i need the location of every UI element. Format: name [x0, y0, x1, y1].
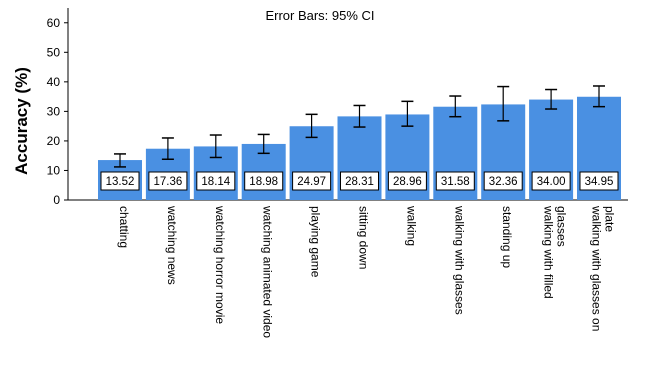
y-tick-label: 0: [53, 193, 60, 207]
y-tick-label: 40: [47, 75, 61, 89]
data-label: 17.36: [154, 176, 183, 188]
data-label: 18.98: [249, 176, 278, 188]
data-label: 34.95: [585, 176, 614, 188]
category-label-line: plate: [603, 206, 617, 232]
category-label-line: walking with glasses: [452, 205, 466, 315]
category-label-line: watching animated video: [261, 205, 275, 338]
data-label: 28.96: [393, 176, 422, 188]
y-tick-label: 20: [47, 134, 61, 148]
category-label: walking: [404, 205, 418, 246]
data-label-box: [435, 171, 475, 191]
y-axis-label: Accuracy (%): [12, 67, 31, 175]
category-label-line: playing game: [309, 206, 323, 278]
category-label: walking with filledglasses: [542, 205, 569, 299]
category-label-line: chatting: [117, 206, 131, 248]
data-label: 31.58: [441, 176, 470, 188]
category-label-line: watching news: [165, 205, 179, 285]
category-label: sitting down: [357, 206, 371, 269]
category-label: watching news: [165, 205, 179, 285]
y-tick-label: 50: [47, 45, 61, 59]
data-label-box: [531, 171, 571, 191]
category-label-line: standing up: [500, 206, 514, 268]
data-label-box: [244, 171, 284, 191]
y-tick-label: 60: [47, 16, 61, 30]
data-label: 32.36: [489, 176, 518, 188]
data-label-box: [579, 171, 619, 191]
y-tick-label: 10: [47, 163, 61, 177]
data-label: 18.14: [201, 176, 230, 188]
category-label: playing game: [309, 206, 323, 278]
y-tick-label: 30: [47, 104, 61, 118]
data-label-box: [100, 171, 140, 191]
data-label-box: [340, 171, 379, 191]
category-labels: chatting watching news watching horror mov…: [117, 205, 617, 338]
category-label-line: walking with glasses on: [590, 205, 604, 331]
category-label-line: glasses: [555, 206, 569, 247]
category-label: standing up: [500, 206, 514, 268]
data-label: 13.52: [106, 176, 135, 188]
category-label: watching horror movie: [213, 205, 227, 324]
category-label: walking with glasses: [452, 205, 466, 315]
data-labels: 13.52 17.36 18.14 18.98 24.97 28.31 28.96 31.58…: [100, 171, 619, 191]
category-label-line: walking: [404, 205, 418, 246]
category-label: watching animated video: [261, 205, 275, 338]
data-label-box: [148, 171, 188, 191]
data-label-box: [292, 171, 332, 191]
category-label-line: watching horror movie: [213, 205, 227, 324]
category-label-line: sitting down: [357, 206, 371, 269]
data-label-box: [387, 171, 427, 191]
data-label: 24.97: [297, 176, 326, 188]
data-label: 28.31: [345, 176, 374, 188]
data-label: 34.00: [537, 176, 566, 188]
category-label: walking with glasses onplate: [590, 205, 617, 331]
error-bar-annotation: Error Bars: 95% CI: [265, 8, 374, 23]
category-label-line: walking with filled: [542, 205, 556, 299]
data-label-box: [483, 171, 523, 191]
data-label-box: [196, 171, 236, 191]
category-label: chatting: [117, 206, 131, 248]
error-bars: [114, 85, 605, 168]
